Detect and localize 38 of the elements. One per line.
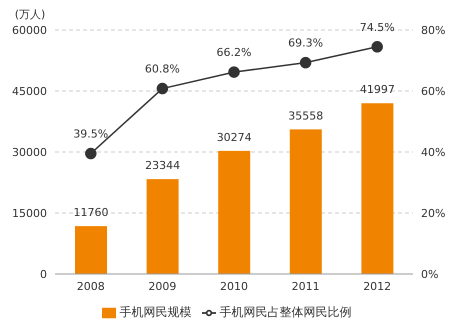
legend-label: 手机网民占整体网民比例 xyxy=(220,305,352,319)
y-axis-title: (万人) xyxy=(14,8,46,21)
bar xyxy=(361,103,394,274)
y2-tick-label: 80% xyxy=(421,24,446,37)
data-label: 69.3% xyxy=(288,36,324,50)
y2-tick-label: 40% xyxy=(421,146,446,159)
y-tick-label: 15000 xyxy=(12,206,47,220)
data-label: 30274 xyxy=(216,130,252,144)
point xyxy=(300,56,312,68)
data-label: 60.8% xyxy=(144,62,180,76)
y2-tick-label: 0% xyxy=(421,268,438,281)
y-tick-label: 30000 xyxy=(12,146,47,159)
point xyxy=(156,82,168,94)
y2-tick-label: 20% xyxy=(421,206,446,220)
x-tick-label: 2012 xyxy=(363,280,392,293)
y-tick-label: 45000 xyxy=(12,84,47,98)
bar xyxy=(218,150,250,274)
data-label: 66.2% xyxy=(216,46,252,60)
bar xyxy=(290,129,322,274)
point xyxy=(85,148,97,160)
bar xyxy=(146,179,179,274)
x-tick-label: 2010 xyxy=(220,280,248,293)
point xyxy=(228,66,240,78)
data-label: 35558 xyxy=(288,109,324,122)
x-tick-label: 2011 xyxy=(292,280,320,293)
y-tick-label: 0 xyxy=(40,268,47,281)
x-tick-label: 2009 xyxy=(148,280,176,293)
data-label: 23344 xyxy=(145,159,180,172)
data-label: 11760 xyxy=(74,206,108,220)
y2-tick-label: 60% xyxy=(421,84,446,98)
y-tick-label: 60000 xyxy=(12,24,47,37)
x-tick-label: 2008 xyxy=(76,280,105,293)
bar xyxy=(75,226,107,274)
point xyxy=(371,41,383,53)
data-label: 39.5% xyxy=(73,128,108,141)
data-label: 41997 xyxy=(360,83,395,96)
data-label: 74.5% xyxy=(360,20,395,34)
legend-label: 手机网民规模 xyxy=(120,305,192,319)
